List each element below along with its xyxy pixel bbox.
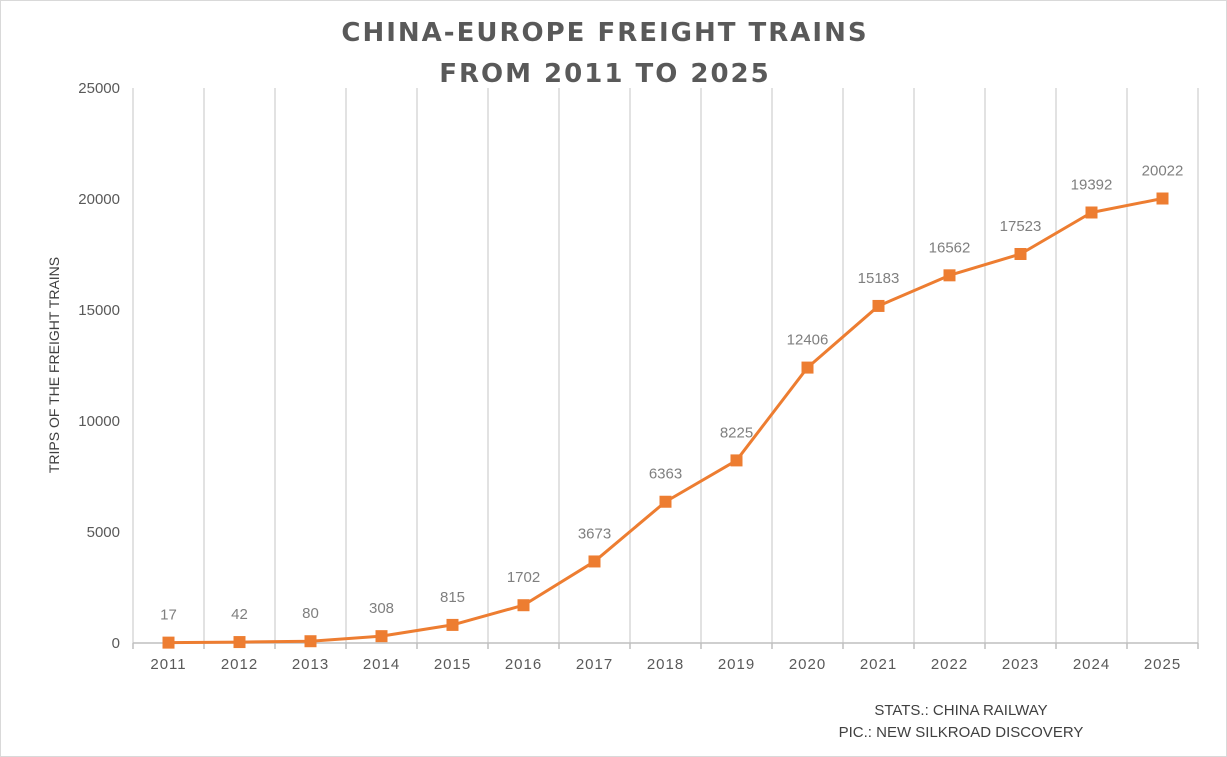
x-tick-label: 2013: [292, 656, 329, 673]
data-point-marker: [162, 636, 175, 649]
data-label: 17523: [1000, 218, 1042, 235]
y-axis-ticks: 0 5000 10000 15000 20000 25000: [78, 80, 120, 652]
data-labels: 17 42 80 308 815 1702 3673 6363 8225 12406 15183 16…: [160, 163, 1183, 624]
data-label: 20022: [1142, 163, 1184, 180]
x-tick-label: 2018: [647, 656, 684, 673]
data-label: 1702: [507, 569, 540, 586]
x-tick-label: 2019: [718, 656, 755, 673]
gridlines: [132, 88, 1199, 643]
data-point-marker: [375, 630, 388, 643]
data-label: 15183: [858, 270, 900, 287]
x-tick-label: 2025: [1144, 656, 1181, 673]
data-point-marker: [730, 454, 743, 467]
y-tick-label: 0: [112, 635, 120, 652]
chart-title-line-1: CHINA-EUROPE FREIGHT TRAINS: [341, 18, 869, 48]
data-label: 815: [440, 589, 465, 606]
x-tick-label: 2017: [576, 656, 613, 673]
series: [162, 192, 1169, 649]
y-tick-label: 20000: [78, 191, 120, 208]
credit-pic: PIC.: NEW SILKROAD DISCOVERY: [838, 724, 1084, 741]
data-point-marker: [1014, 247, 1027, 260]
data-label: 12406: [787, 332, 829, 349]
data-label: 42: [231, 606, 248, 623]
x-tick-label: 2015: [434, 656, 471, 673]
x-tick-label: 2014: [363, 656, 400, 673]
x-tick-label: 2020: [789, 656, 826, 673]
x-tick-label: 2012: [221, 656, 258, 673]
x-tick-label: 2023: [1002, 656, 1039, 673]
data-point-marker: [446, 618, 459, 631]
data-point-marker: [943, 269, 956, 282]
credit-stats: STATS.: CHINA RAILWAY: [874, 702, 1048, 719]
x-tick-label: 2021: [860, 656, 897, 673]
data-label: 19392: [1071, 176, 1113, 193]
data-point-marker: [872, 299, 885, 312]
y-tick-label: 25000: [78, 80, 120, 97]
x-tick-label: 2011: [150, 656, 186, 673]
data-point-marker: [801, 361, 814, 374]
chart-title-line-2: FROM 2011 TO 2025: [439, 59, 771, 89]
x-tick-label: 2016: [505, 656, 542, 673]
data-point-marker: [588, 555, 601, 568]
data-point-marker: [233, 636, 246, 649]
data-point-marker: [1085, 206, 1098, 219]
y-tick-label: 5000: [87, 524, 120, 541]
data-label: 80: [302, 605, 319, 622]
y-tick-label: 10000: [78, 413, 120, 430]
series-line: [168, 197, 1163, 645]
data-point-marker: [304, 635, 317, 648]
data-point-marker: [517, 599, 530, 612]
y-tick-label: 15000: [78, 302, 120, 319]
data-label: 16562: [929, 239, 971, 256]
data-label: 308: [369, 600, 394, 617]
data-point-marker: [659, 495, 672, 508]
data-label: 6363: [649, 466, 682, 483]
data-point-marker: [1156, 192, 1169, 205]
axes: [132, 642, 1199, 649]
data-label: 3673: [578, 525, 611, 542]
x-axis-ticks: 2011 2012 2013 2014 2015 2016 2017 2018 2019 2020…: [150, 656, 1181, 673]
data-label: 17: [160, 607, 177, 624]
y-axis-label: TRIPS OF THE FREIGHT TRAINS: [46, 257, 62, 473]
data-label: 8225: [720, 424, 753, 441]
x-tick-label: 2022: [931, 656, 968, 673]
x-tick-label: 2024: [1073, 656, 1110, 673]
